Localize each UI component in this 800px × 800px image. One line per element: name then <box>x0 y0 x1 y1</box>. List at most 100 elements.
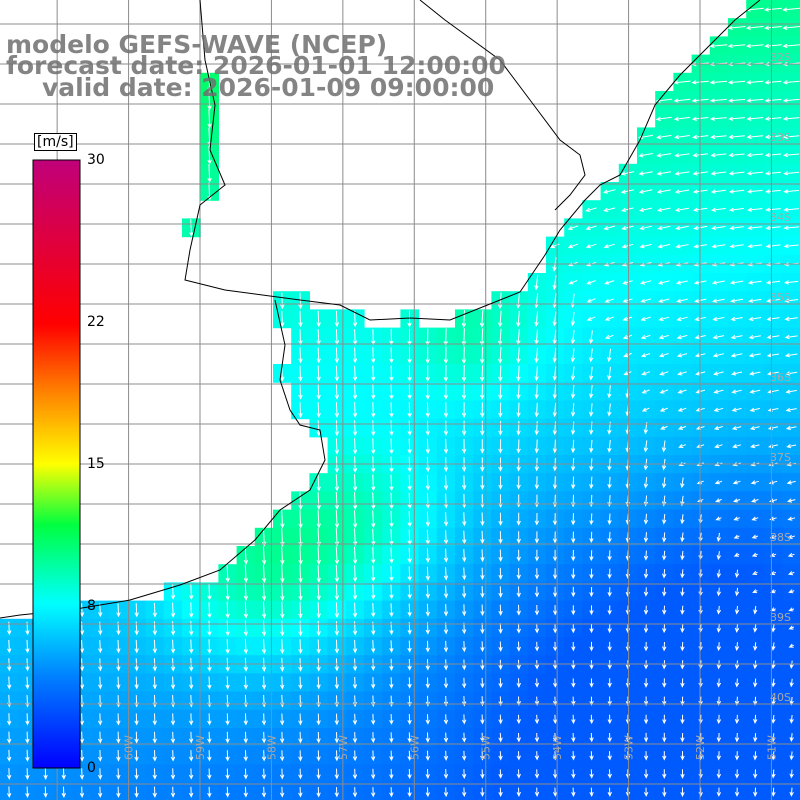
wind-arrow <box>134 731 139 744</box>
wind-arrow <box>787 516 796 521</box>
wind-arrow <box>552 384 558 400</box>
wind-arrow <box>764 98 782 103</box>
wind-arrow <box>589 769 594 779</box>
wind-arrow <box>7 639 12 654</box>
wind-arrow <box>461 585 467 599</box>
wind-arrow <box>734 642 740 652</box>
wind-arrow <box>680 751 685 761</box>
wind-arrow <box>516 549 521 562</box>
wind-arrow <box>552 787 558 797</box>
wind-arrow <box>662 732 667 743</box>
wind-arrow <box>643 532 649 543</box>
wind-arrow <box>764 80 782 85</box>
wind-arrow <box>243 731 248 744</box>
wind-arrow <box>764 152 782 158</box>
wind-arrow <box>661 477 667 489</box>
wind-arrow <box>316 620 321 637</box>
wind-arrow <box>552 549 558 562</box>
wind-arrow <box>745 43 764 49</box>
longitude-label: 52W <box>694 735 707 760</box>
wind-arrow <box>316 510 321 529</box>
wind-arrow <box>730 316 743 322</box>
wind-arrow <box>771 751 776 761</box>
wind-arrow <box>461 641 467 653</box>
wind-arrow <box>97 768 103 780</box>
wind-arrow <box>753 733 758 743</box>
longitude-label: 56W <box>408 735 421 760</box>
wind-arrow <box>298 583 303 601</box>
wind-arrow <box>641 407 650 412</box>
wind-arrow <box>622 316 633 321</box>
wind-arrow <box>713 371 724 376</box>
wind-arrow <box>207 768 212 780</box>
wind-arrow <box>746 152 763 158</box>
wind-arrow <box>764 116 782 121</box>
wind-arrow <box>371 420 376 437</box>
wind-arrow <box>170 676 176 690</box>
wind-arrow <box>207 750 212 762</box>
wind-arrow <box>734 605 740 615</box>
wind-arrow <box>677 407 687 412</box>
wind-arrow <box>771 769 776 779</box>
wind-arrow <box>207 109 212 129</box>
longitude-labels: 61W60W59W58W57W56W55W54W53W52W51W <box>51 735 778 760</box>
wind-arrow <box>643 623 649 634</box>
wind-arrow <box>352 365 358 382</box>
wind-arrow <box>225 786 230 798</box>
wind-arrow <box>764 134 782 140</box>
wind-arrow <box>713 389 724 394</box>
wind-arrow <box>732 443 742 449</box>
wind-arrow <box>261 676 267 690</box>
wind-arrow <box>620 189 635 194</box>
wind-arrow <box>334 528 340 547</box>
wind-arrow <box>389 732 394 744</box>
wind-arrow <box>745 25 764 30</box>
wind-arrow <box>516 512 521 526</box>
wind-arrow <box>480 530 485 545</box>
wind-arrow <box>461 677 467 689</box>
wind-arrow <box>371 547 376 565</box>
wind-arrow <box>552 311 557 327</box>
wind-arrow <box>225 713 230 726</box>
wind-arrow <box>443 438 449 455</box>
wind-arrow <box>747 280 762 285</box>
colorbar-tick-label: 8 <box>87 597 96 614</box>
wind-arrow <box>352 528 358 547</box>
wind-arrow <box>604 334 614 339</box>
wind-arrow <box>443 493 449 509</box>
wind-arrow <box>753 787 758 797</box>
wind-arrow <box>589 641 594 652</box>
wind-arrow <box>479 310 485 328</box>
wind-arrow <box>713 407 724 412</box>
wind-arrow <box>443 640 449 653</box>
wind-arrow <box>352 492 358 510</box>
wind-arrow <box>389 640 394 653</box>
wind-arrow <box>785 389 797 394</box>
wind-arrow <box>571 531 576 544</box>
wind-arrow <box>407 640 412 653</box>
wind-arrow <box>782 116 800 121</box>
wind-arrow <box>552 696 558 706</box>
wind-arrow <box>753 642 758 652</box>
wind-arrow <box>589 439 594 454</box>
wind-arrow <box>622 280 633 285</box>
colorbar-tick-label: 0 <box>87 760 96 776</box>
wind-arrow <box>552 568 558 580</box>
wind-arrow <box>674 153 690 158</box>
wind-arrow <box>425 383 430 400</box>
wind-arrow <box>692 171 708 176</box>
wind-arrow <box>389 584 394 600</box>
wind-arrow <box>716 751 722 761</box>
wind-arrow <box>534 623 540 634</box>
wind-arrow <box>461 604 467 617</box>
wind-arrow <box>680 714 685 725</box>
wind-arrow <box>280 528 285 547</box>
wind-arrow <box>710 152 727 158</box>
wind-arrow <box>640 334 651 340</box>
wind-arrow <box>677 425 687 430</box>
wind-arrow <box>783 171 800 176</box>
wind-arrow <box>534 586 540 598</box>
wind-arrow <box>352 602 358 618</box>
wind-arrow <box>733 516 740 521</box>
